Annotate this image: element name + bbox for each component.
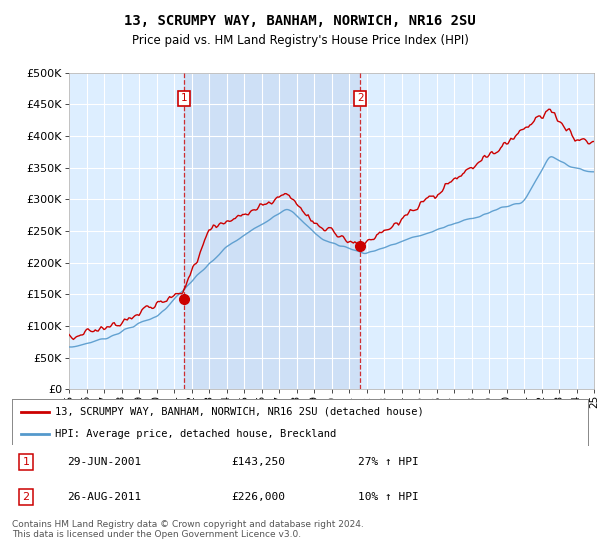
Text: Contains HM Land Registry data © Crown copyright and database right 2024.
This d: Contains HM Land Registry data © Crown c… bbox=[12, 520, 364, 539]
Text: 26-AUG-2011: 26-AUG-2011 bbox=[67, 492, 141, 502]
Text: 1: 1 bbox=[22, 457, 29, 467]
Text: 29-JUN-2001: 29-JUN-2001 bbox=[67, 457, 141, 467]
Text: £143,250: £143,250 bbox=[231, 457, 285, 467]
Text: 2: 2 bbox=[357, 93, 364, 103]
Text: 1: 1 bbox=[181, 93, 187, 103]
Text: 27% ↑ HPI: 27% ↑ HPI bbox=[358, 457, 418, 467]
Text: 13, SCRUMPY WAY, BANHAM, NORWICH, NR16 2SU: 13, SCRUMPY WAY, BANHAM, NORWICH, NR16 2… bbox=[124, 14, 476, 28]
Text: HPI: Average price, detached house, Breckland: HPI: Average price, detached house, Brec… bbox=[55, 429, 337, 438]
Text: 2: 2 bbox=[22, 492, 29, 502]
Text: Price paid vs. HM Land Registry's House Price Index (HPI): Price paid vs. HM Land Registry's House … bbox=[131, 34, 469, 46]
Bar bbox=[184, 73, 361, 389]
Text: 10% ↑ HPI: 10% ↑ HPI bbox=[358, 492, 418, 502]
Text: £226,000: £226,000 bbox=[231, 492, 285, 502]
Text: 13, SCRUMPY WAY, BANHAM, NORWICH, NR16 2SU (detached house): 13, SCRUMPY WAY, BANHAM, NORWICH, NR16 2… bbox=[55, 407, 424, 417]
